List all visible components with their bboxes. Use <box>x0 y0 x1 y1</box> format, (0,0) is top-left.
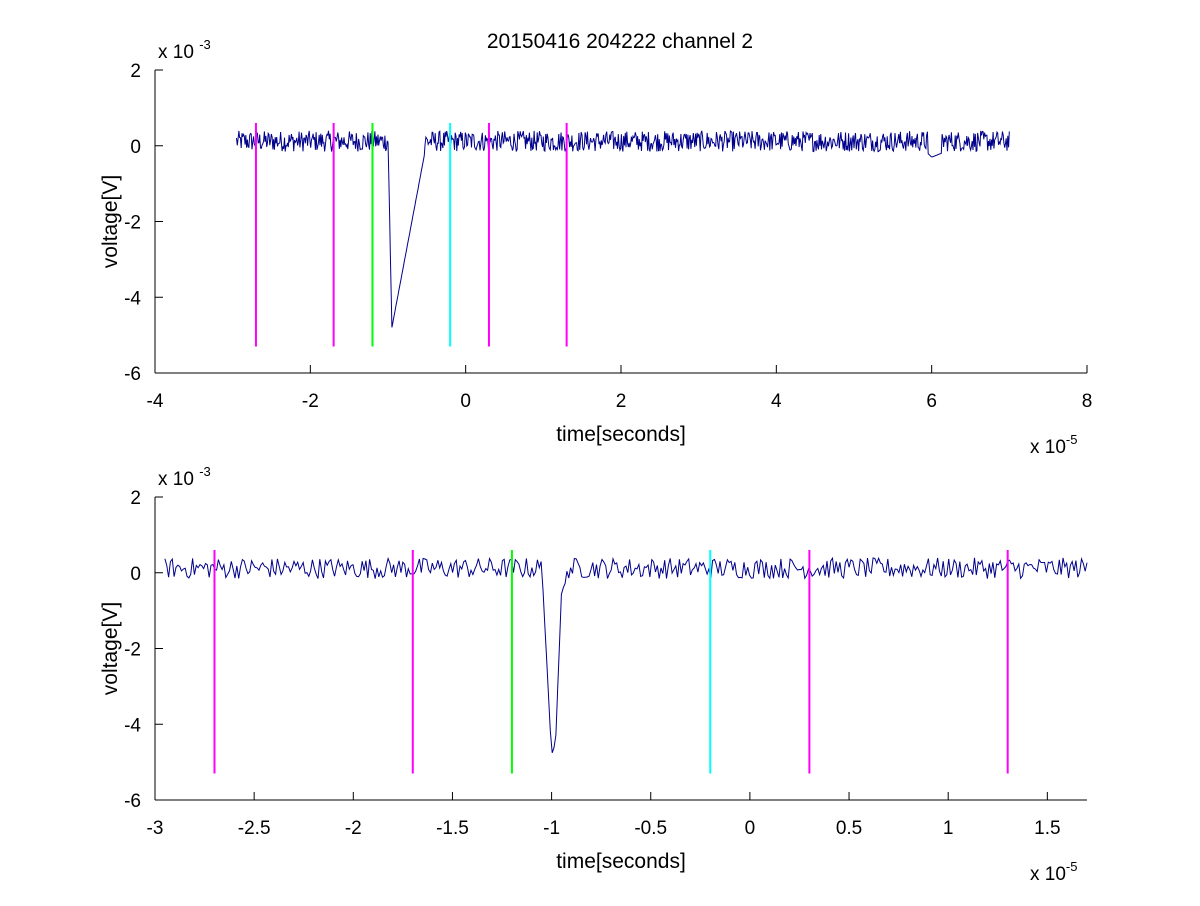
y-exponent-label: x 10 -3 <box>158 37 211 63</box>
signal-trace <box>164 556 1088 753</box>
y-tick-label: 2 <box>130 488 141 509</box>
y-tick-label: -2 <box>124 213 141 234</box>
x-tick-label: 1 <box>943 818 954 839</box>
x-tick-label: -0.5 <box>634 818 667 839</box>
x-tick-label: -2.5 <box>238 818 271 839</box>
y-tick-label: 0 <box>130 137 141 158</box>
x-axis-title: time[seconds] <box>556 850 686 873</box>
figure-title: 20150416 204222 channel 2 <box>487 30 753 53</box>
y-axis-title: voltage[V] <box>99 602 122 695</box>
x-tick-label: 0.5 <box>836 818 862 839</box>
x-exponent-label: x 10-5 <box>1030 859 1077 885</box>
top-subplot: -6 -4 -2 0 2 -4 -2 0 2 4 6 8 x 10 -3 x 10-5 time[secon… <box>99 37 1092 458</box>
signal-trace <box>236 130 1010 328</box>
y-exponent-label: x 10 -3 <box>158 464 211 490</box>
x-tick-label: 1.5 <box>1034 818 1060 839</box>
x-tick-label: -2 <box>302 391 319 412</box>
x-tick-label: 4 <box>771 391 782 412</box>
x-axis-title: time[seconds] <box>556 423 686 446</box>
x-tick-label: -1 <box>543 818 560 839</box>
y-tick-label: -4 <box>124 715 141 736</box>
y-tick-label: 2 <box>130 61 141 82</box>
bottom-subplot: -6 -4 -2 0 2 -3 -2.5 -2 -1.5 -1 -0.5 0 0.5 1 1.5 x 10 -… <box>99 464 1088 885</box>
x-tick-label: 0 <box>460 391 471 412</box>
x-tick-label: 6 <box>926 391 937 412</box>
x-tick-label: 2 <box>616 391 627 412</box>
x-exponent-label: x 10-5 <box>1030 432 1077 458</box>
y-tick-label: -6 <box>124 364 141 385</box>
x-tick-label: -3 <box>147 818 164 839</box>
y-axis-title: voltage[V] <box>99 175 122 268</box>
x-tick-label: -4 <box>147 391 164 412</box>
y-tick-label: -6 <box>124 791 141 812</box>
y-tick-label: 0 <box>130 564 141 585</box>
y-tick-label: -2 <box>124 640 141 661</box>
x-tick-label: 8 <box>1082 391 1093 412</box>
x-tick-label: -1.5 <box>436 818 469 839</box>
y-tick-label: -4 <box>124 288 141 309</box>
x-tick-label: 0 <box>745 818 756 839</box>
x-tick-label: -2 <box>345 818 362 839</box>
